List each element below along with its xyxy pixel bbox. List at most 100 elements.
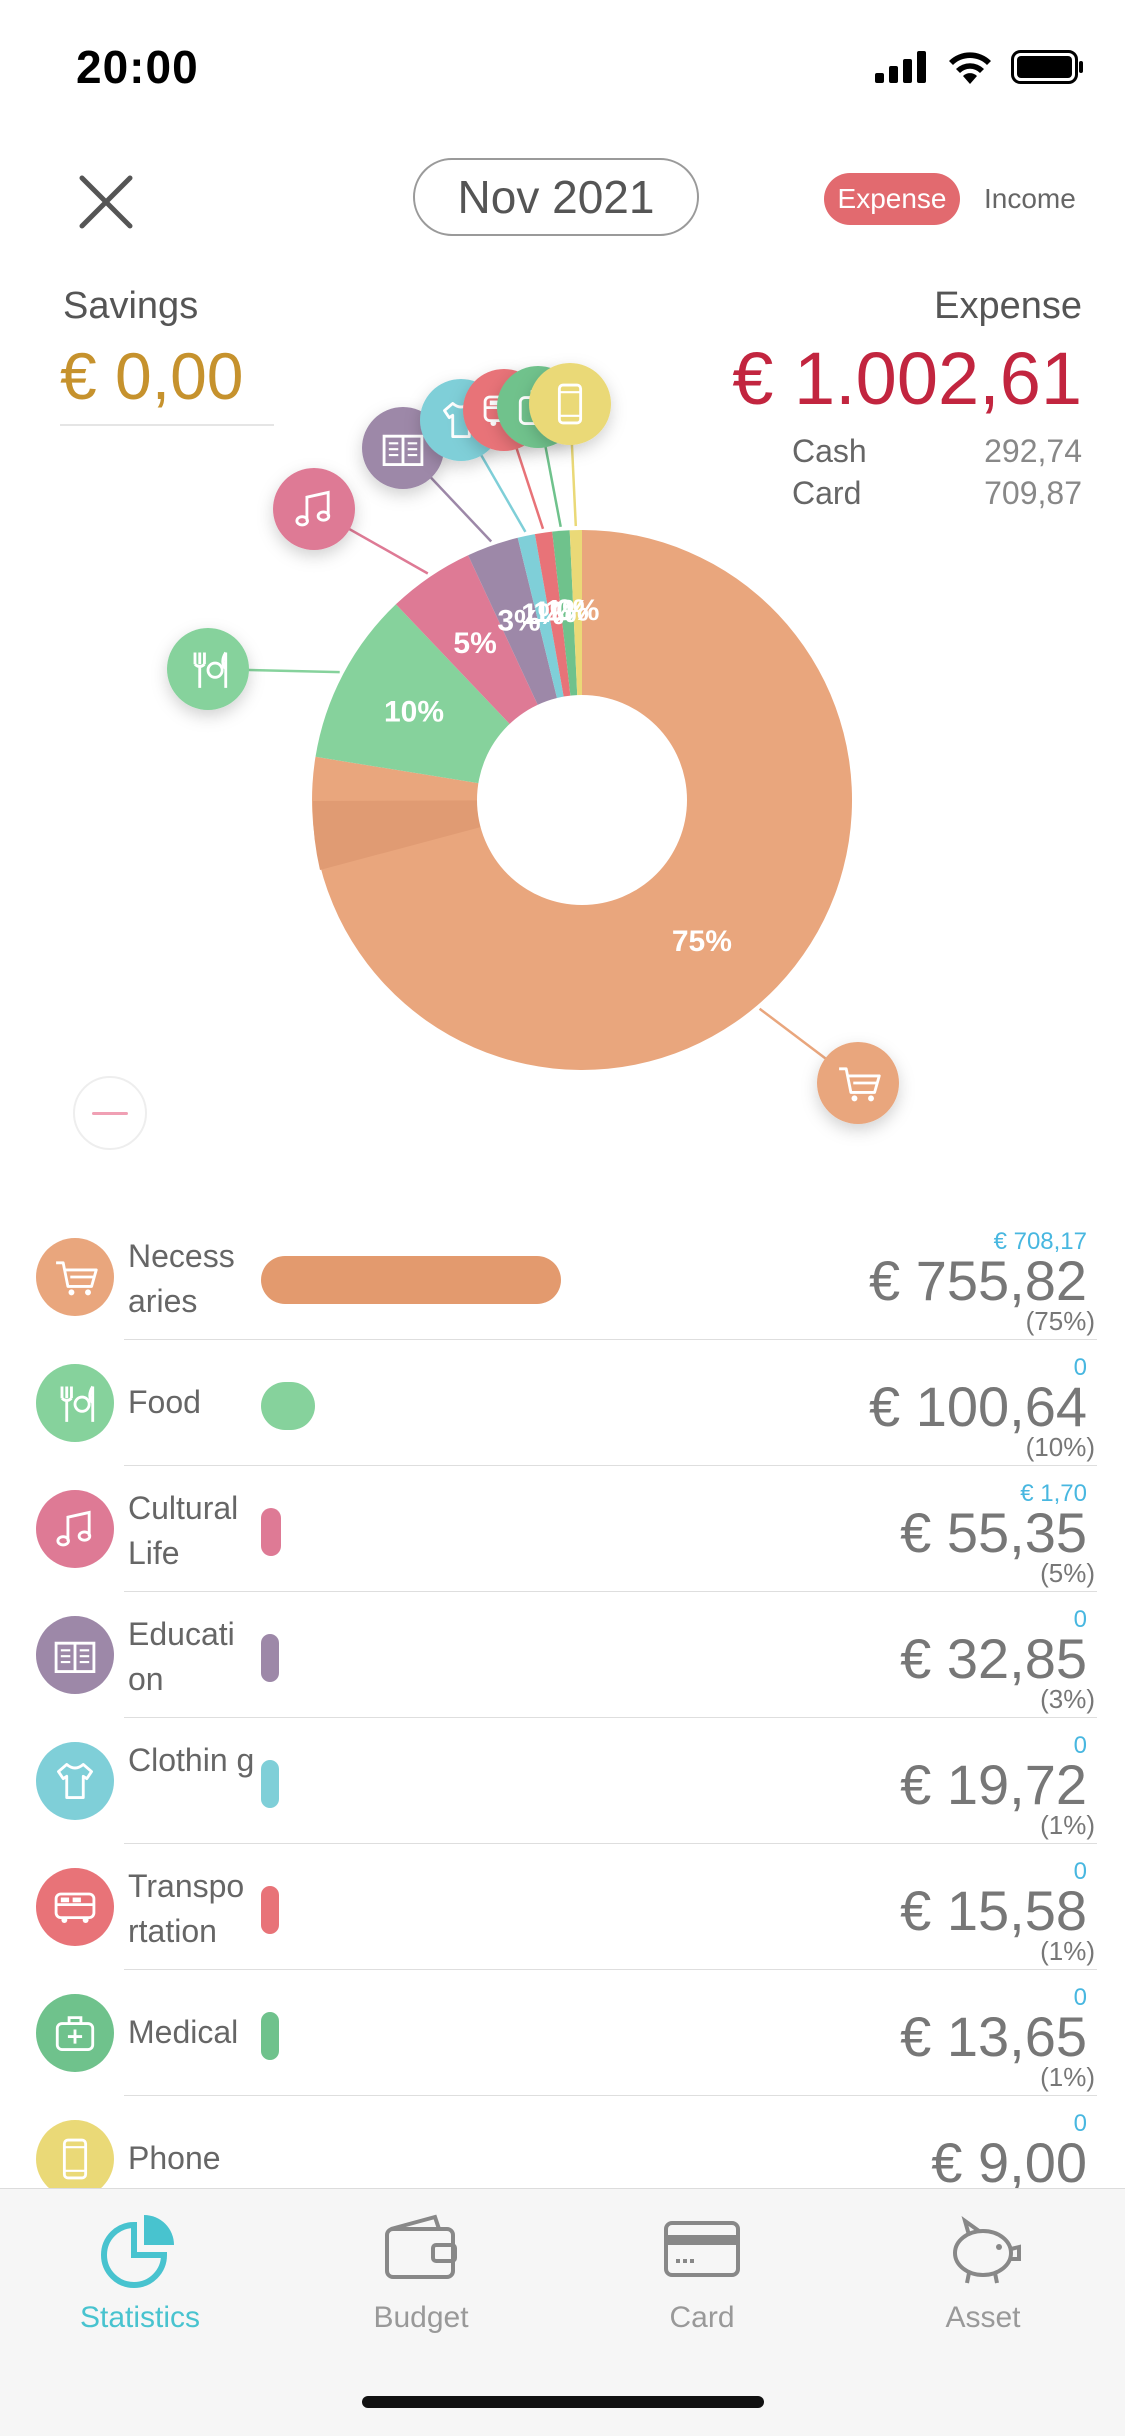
shirt-icon	[36, 1742, 114, 1820]
wifi-icon	[949, 52, 991, 84]
close-button[interactable]	[72, 168, 140, 236]
category-budget: 0	[1073, 1354, 1087, 1381]
status-time: 20:00	[76, 41, 199, 93]
month-selector[interactable]: Nov 2021	[413, 158, 699, 236]
bubble-cutlery-icon[interactable]	[167, 628, 249, 710]
category-percent: (5%)	[1040, 1558, 1095, 1588]
category-amount: € 19,72	[900, 1753, 1087, 1816]
chart-slice-labels: 75% 10% 5%3%1%1%1%0%	[384, 594, 732, 958]
category-amount: € 9,00	[931, 2131, 1087, 2194]
music-icon	[36, 1490, 114, 1568]
category-percent: (1%)	[1040, 1936, 1095, 1966]
status-bar: 20:00	[0, 0, 1125, 130]
row-divider	[124, 2095, 1097, 2096]
cash-label: Cash	[792, 433, 867, 469]
tab-card-label: Card	[669, 2301, 735, 2334]
row-divider	[124, 1465, 1097, 1466]
category-percent: (3%)	[1040, 1684, 1095, 1714]
category-row-clothing[interactable]: Clothin g 0 € 19,72 (1%)	[0, 1718, 1125, 1844]
category-name: Food	[128, 1384, 201, 1420]
category-row-medical[interactable]: Medical 0 € 13,65 (1%)	[0, 1970, 1125, 2096]
cash-row: Cash 292,74	[792, 433, 1082, 470]
status-icons	[875, 50, 1085, 84]
category-name: Medical	[128, 2014, 239, 2050]
phone-icon	[36, 2120, 114, 2198]
category-budget: 0	[1073, 1732, 1087, 1759]
expense-label: Expense	[934, 285, 1082, 327]
row-divider	[124, 1969, 1097, 1970]
category-amount: € 55,35	[900, 1501, 1087, 1564]
category-budget: € 1,70	[1020, 1480, 1087, 1507]
slice-label-necessaries: 75%	[672, 925, 732, 958]
slice-label-education: 3%	[497, 605, 540, 638]
tab-card[interactable]: Card	[602, 2207, 802, 2335]
category-budget: 0	[1073, 1984, 1087, 2011]
category-name: Transpo rtation	[128, 1868, 245, 1949]
card-value: 709,87	[984, 475, 1082, 511]
category-bar	[261, 1508, 281, 1556]
category-bar	[261, 1256, 561, 1304]
bus-icon	[36, 1868, 114, 1946]
row-divider	[124, 1843, 1097, 1844]
cash-value: 292,74	[984, 433, 1082, 469]
savings-value: € 0,00	[60, 338, 274, 426]
category-budget: € 708,17	[993, 1228, 1087, 1255]
category-row-cultural-life[interactable]: Cultural Life € 1,70 € 55,35 (5%)	[0, 1466, 1125, 1592]
category-name: Necess aries	[128, 1238, 235, 1319]
bubble-music-icon[interactable]	[273, 468, 355, 550]
bubble-cart-icon[interactable]	[817, 1042, 899, 1124]
medkit-icon	[36, 1994, 114, 2072]
category-bar	[261, 1634, 279, 1682]
category-budget: 0	[1073, 1606, 1087, 1633]
category-bar	[261, 1760, 279, 1808]
income-toggle[interactable]: Income	[984, 183, 1076, 214]
slice-label-transportation: 1%	[533, 596, 576, 629]
card-label: Card	[792, 475, 862, 511]
category-list: Necess aries € 708,17 € 755,82 (75%) Foo…	[0, 1214, 1125, 2222]
tab-asset-label: Asset	[945, 2301, 1021, 2334]
book-icon	[36, 1616, 114, 1694]
expense-toggle[interactable]: Expense	[824, 173, 960, 225]
tab-budget-label: Budget	[373, 2301, 469, 2334]
donut-hole	[477, 695, 687, 905]
category-percent: (1%)	[1040, 2062, 1095, 2092]
tab-budget[interactable]: Budget	[321, 2207, 521, 2335]
category-bar	[261, 2012, 279, 2060]
chart-category-bubbles	[167, 363, 899, 1124]
category-budget: 0	[1073, 2110, 1087, 2137]
bubble-phone-icon[interactable]	[529, 363, 611, 445]
savings-label: Savings	[63, 285, 199, 327]
category-row-education[interactable]: Educati on 0 € 32,85 (3%)	[0, 1592, 1125, 1718]
battery-icon	[1011, 50, 1083, 84]
category-name: Phone	[128, 2140, 221, 2176]
category-budget: 0	[1073, 1858, 1087, 1885]
category-name: Cultural Life	[128, 1490, 239, 1571]
tab-bar: Statistics Budget Card Asset	[0, 2188, 1125, 2436]
category-amount: € 13,65	[900, 2005, 1087, 2068]
category-row-necessaries[interactable]: Necess aries € 708,17 € 755,82 (75%)	[0, 1214, 1125, 1340]
close-icon	[79, 175, 133, 229]
category-row-food[interactable]: Food 0 € 100,64 (10%)	[0, 1340, 1125, 1466]
row-divider	[124, 1591, 1097, 1592]
category-amount: € 100,64	[869, 1375, 1087, 1438]
category-amount: € 32,85	[900, 1627, 1087, 1690]
category-name: Educati on	[128, 1616, 235, 1697]
category-amount: € 755,82	[869, 1249, 1087, 1312]
collapse-button[interactable]	[73, 1076, 147, 1150]
slice-label-phone: 0%	[556, 594, 599, 627]
tab-statistics[interactable]: Statistics	[40, 2207, 240, 2335]
cart-icon	[36, 1238, 114, 1316]
row-divider	[124, 1717, 1097, 1718]
tab-statistics-label: Statistics	[79, 2301, 201, 2334]
tab-asset[interactable]: Asset	[883, 2207, 1083, 2335]
category-percent: (10%)	[1025, 1432, 1095, 1462]
card-row: Card 709,87	[792, 475, 1082, 512]
pie-chart-icon	[101, 2215, 174, 2288]
slice-label-clothing: 1%	[521, 598, 564, 631]
category-amount: € 15,58	[900, 1879, 1087, 1942]
slice-label-cultural-life: 5%	[453, 627, 496, 660]
cutlery-icon	[36, 1364, 114, 1442]
row-divider	[124, 1339, 1097, 1340]
category-row-transportation[interactable]: Transpo rtation 0 € 15,58 (1%)	[0, 1844, 1125, 1970]
category-name: Clothin g	[128, 1742, 255, 1778]
